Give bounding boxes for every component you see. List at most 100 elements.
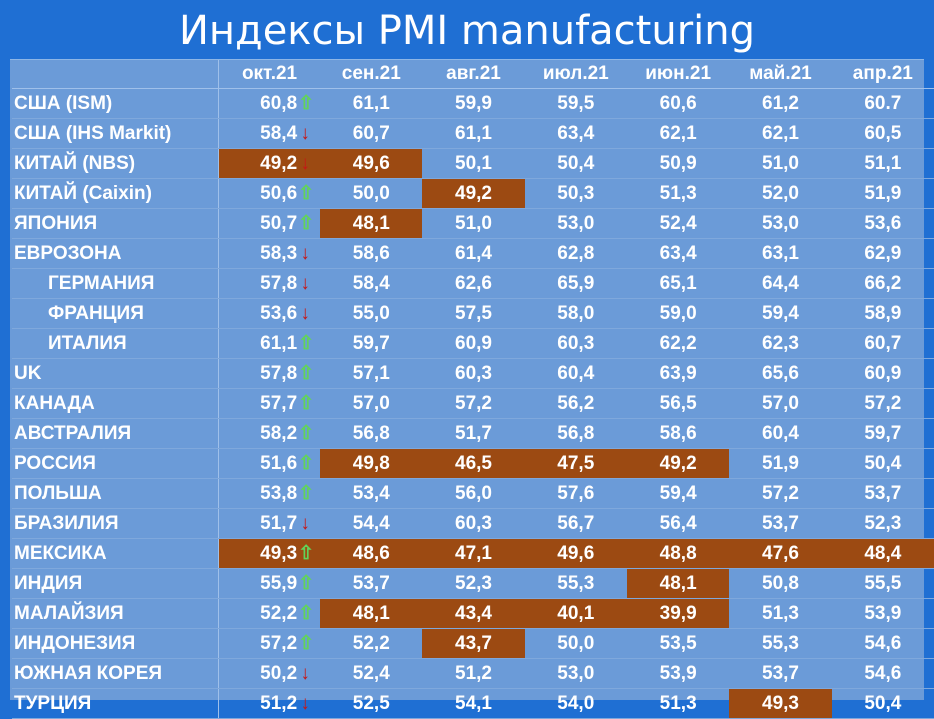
pmi-value: 50,0 (524, 628, 627, 659)
pmi-value: 50,2 (260, 662, 298, 684)
pmi-value: 52,2 (260, 603, 298, 624)
pmi-value: 52,2 (320, 628, 423, 659)
pmi-value: 57,0 (729, 388, 832, 419)
pmi-value: 53,0 (729, 208, 832, 239)
arrow-up-icon: ⇧ (298, 483, 315, 504)
pmi-value: 50,9 (626, 148, 730, 179)
pmi-value: 52,4 (320, 658, 423, 689)
pmi-value: 50,4 (831, 448, 934, 479)
pmi-value: 56,0 (422, 478, 525, 509)
pmi-value: 62,6 (422, 268, 525, 299)
pmi-value: 49,2 (260, 152, 298, 174)
pmi-value: 56,8 (524, 418, 627, 449)
arrow-up-icon: ⇧ (298, 423, 315, 444)
table-row: РОССИЯ 51,6⇧ 49,8 46,5 47,5 49,2 51,9 50,4 (12, 448, 934, 479)
pmi-value: 57,6 (524, 478, 627, 509)
pmi-value: 61,1 (260, 333, 298, 354)
pmi-value: 60,3 (422, 358, 525, 389)
pmi-value: 54,1 (422, 688, 525, 719)
country-name: ИНДИЯ (12, 568, 219, 599)
table-row: КАНАДА 57,7⇧ 57,0 57,2 56,2 56,5 57,0 57,2 (12, 388, 934, 419)
pmi-table: окт.21 сен.21 авг.21 июл.21 июн.21 май.2… (12, 60, 934, 719)
pmi-value: 56,2 (524, 388, 627, 419)
pmi-value: 63,9 (626, 358, 730, 389)
pmi-value: 49,6 (320, 148, 423, 179)
pmi-value: 60,8 (260, 93, 298, 114)
latest-value-cell: 57,2⇧ (218, 628, 321, 659)
table-row: МЕКСИКА 49,3⇧ 48,6 47,1 49,6 48,8 47,6 48,4 (12, 538, 934, 569)
pmi-value: 60,4 (729, 418, 832, 449)
pmi-value: 53,4 (320, 478, 423, 509)
latest-value-cell: 58,3 ↓ (218, 238, 321, 269)
pmi-value: 65,1 (626, 268, 730, 299)
pmi-value: 49,6 (524, 538, 627, 569)
pmi-value: 57,2 (422, 388, 525, 419)
pmi-value: 62,3 (729, 328, 832, 359)
latest-value-cell: 57,8⇧ (218, 358, 321, 389)
pmi-value: 56,5 (626, 388, 730, 419)
latest-value-cell: 50,6⇧ (218, 178, 321, 209)
arrow-down-icon: ↓ (300, 662, 310, 684)
pmi-value: 51,2 (260, 692, 298, 714)
arrow-up-icon: ⇧ (298, 213, 315, 234)
latest-value-cell: 51,2 ↓ (218, 688, 321, 719)
pmi-value: 46,5 (422, 448, 525, 479)
pmi-value: 65,9 (524, 268, 627, 299)
pmi-value: 58,6 (626, 418, 730, 449)
country-name: МЕКСИКА (12, 538, 219, 569)
pmi-value: 62,2 (626, 328, 730, 359)
arrow-down-icon: ↓ (300, 302, 310, 324)
pmi-value: 63,4 (524, 118, 627, 149)
latest-value-cell: 61,1⇧ (218, 328, 321, 359)
pmi-value: 54,4 (320, 508, 423, 539)
pmi-value: 61,4 (422, 238, 525, 269)
pmi-value: 61,1 (320, 88, 423, 119)
pmi-value: 53,6 (831, 208, 934, 239)
pmi-value: 48,1 (626, 568, 730, 599)
pmi-value: 58,4 (320, 268, 423, 299)
pmi-value: 60,6 (626, 88, 730, 119)
table-row: ЯПОНИЯ 50,7⇧ 48,1 51,0 53,0 52,4 53,0 53,6 (12, 208, 934, 239)
table-row: ФРАНЦИЯ 53,6 ↓ 55,0 57,5 58,0 59,0 59,4 58,9 (12, 298, 934, 329)
pmi-value: 60,9 (831, 358, 934, 389)
pmi-value: 53,9 (626, 658, 730, 689)
pmi-value: 60,5 (831, 118, 934, 149)
pmi-value: 48,1 (320, 208, 423, 239)
pmi-value: 50,1 (422, 148, 525, 179)
country-name: МАЛАЙЗИЯ (12, 598, 219, 629)
latest-value-cell: 50,2 ↓ (218, 658, 321, 689)
country-name: КИТАЙ (Caixin) (12, 178, 219, 209)
table-row: БРАЗИЛИЯ 51,7 ↓ 54,4 60,3 56,7 56,4 53,7 52,3 (12, 508, 934, 539)
arrow-down-icon: ↓ (300, 272, 310, 294)
pmi-value: 47,5 (524, 448, 627, 479)
table-row: ГЕРМАНИЯ 57,8 ↓ 58,4 62,6 65,9 65,1 64,4 66,2 (12, 268, 934, 299)
pmi-value: 58,6 (320, 238, 423, 269)
pmi-value: 53,6 (260, 302, 298, 324)
column-header: май.21 (729, 60, 832, 89)
pmi-value: 55,3 (729, 628, 832, 659)
table-row: ИНДОНЕЗИЯ 57,2⇧ 52,2 43,7 50,0 53,5 55,3 54,6 (12, 628, 934, 659)
pmi-value: 66,2 (831, 268, 934, 299)
pmi-value: 51,3 (729, 598, 832, 629)
latest-value-cell: 55,9⇧ (218, 568, 321, 599)
arrow-up-icon: ⇧ (298, 603, 315, 624)
country-name: ЕВРОЗОНА (12, 238, 219, 269)
pmi-value: 56,4 (626, 508, 730, 539)
table-row: АВСТРАЛИЯ 58,2⇧ 56,8 51,7 56,8 58,6 60,4 59,7 (12, 418, 934, 449)
latest-value-cell: 51,7 ↓ (218, 508, 321, 539)
pmi-value: 49,3 (260, 543, 298, 564)
pmi-value: 56,8 (320, 418, 423, 449)
pmi-value: 58,4 (260, 122, 298, 144)
country-name: ФРАНЦИЯ (12, 298, 219, 329)
table-row: КИТАЙ (Caixin) 50,6⇧ 50,0 49,2 50,3 51,3 52,0 5… (12, 178, 934, 209)
pmi-value: 57,2 (260, 633, 298, 654)
latest-value-cell: 57,8 ↓ (218, 268, 321, 299)
country-name: БРАЗИЛИЯ (12, 508, 219, 539)
arrow-up-icon: ⇧ (298, 453, 315, 474)
pmi-value: 53,5 (626, 628, 730, 659)
pmi-value: 49,3 (729, 688, 832, 719)
pmi-value: 59,4 (626, 478, 730, 509)
pmi-value: 59,0 (626, 298, 730, 329)
latest-value-cell: 53,8⇧ (218, 478, 321, 509)
pmi-value: 39,9 (626, 598, 730, 629)
